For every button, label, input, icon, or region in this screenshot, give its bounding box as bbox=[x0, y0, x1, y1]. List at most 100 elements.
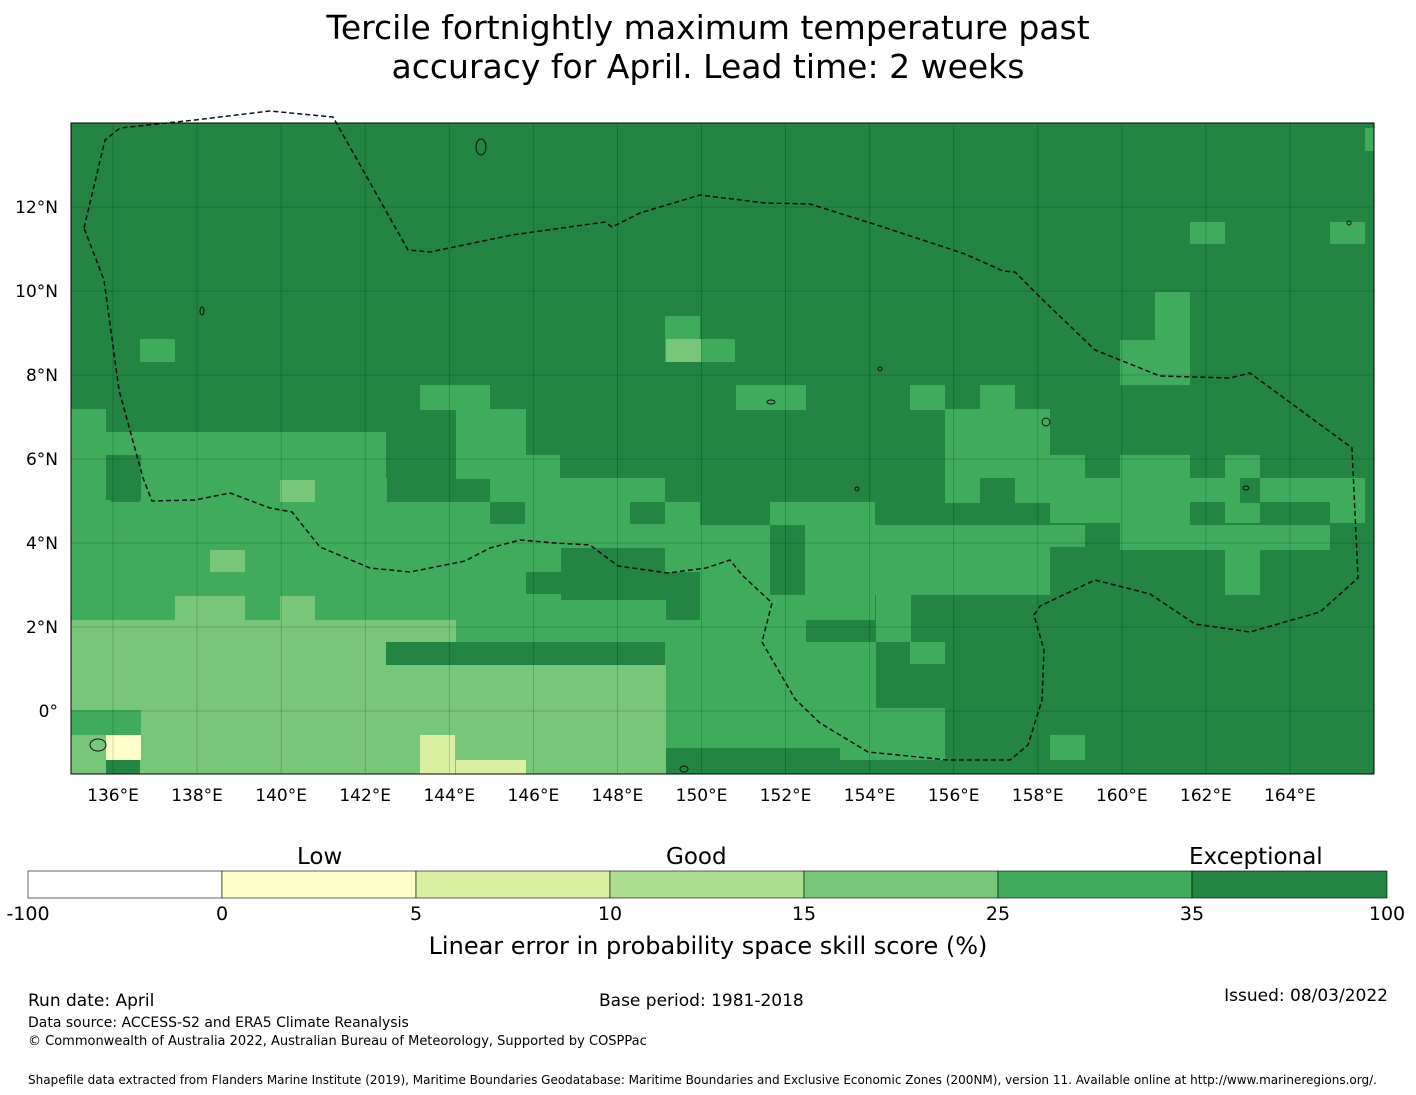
colorbar-segment bbox=[609, 870, 805, 899]
longitude-tick-label: 150°E bbox=[676, 786, 728, 806]
longitude-tick-label: 148°E bbox=[592, 786, 644, 806]
latitude-tick-labels: 12°N 10°N 8°N 6°N 4°N 2°N 0° bbox=[15, 198, 58, 722]
skill-cell-good bbox=[1050, 735, 1085, 760]
map-frame bbox=[70, 122, 1375, 775]
island-outline bbox=[199, 306, 205, 316]
skill-cell-good bbox=[420, 385, 490, 410]
colorbar-category-low: Low bbox=[297, 844, 343, 870]
latitude-tick-label: 2°N bbox=[26, 618, 58, 638]
skill-cell-good bbox=[840, 740, 945, 760]
colorbar-tick: 15 bbox=[791, 903, 817, 925]
skill-cell-exceptional bbox=[526, 572, 561, 594]
skill-cell-good bbox=[876, 620, 911, 642]
skill-cell-good bbox=[1190, 222, 1225, 244]
colorbar-category-exceptional: Exceptional bbox=[1189, 844, 1323, 870]
longitude-tick-label: 144°E bbox=[423, 786, 475, 806]
colorbar-tick: 100 bbox=[1368, 903, 1406, 925]
skill-cell-exceptional bbox=[840, 760, 875, 774]
skill-cell-good bbox=[1330, 222, 1365, 244]
skill-cell-good bbox=[736, 385, 806, 410]
latitude-tick-label: 12°N bbox=[15, 198, 58, 218]
run-date: Run date: April bbox=[28, 991, 155, 1011]
skill-cell-exceptional bbox=[980, 478, 1015, 503]
skill-cell-marginal bbox=[420, 735, 455, 774]
island-outline bbox=[1346, 220, 1352, 226]
skill-cell-good bbox=[71, 710, 141, 735]
skill-cell-good bbox=[140, 339, 175, 362]
longitude-tick-label: 142°E bbox=[339, 786, 391, 806]
skill-cell-good bbox=[1120, 525, 1330, 550]
skill-cell-good bbox=[1225, 550, 1260, 595]
latitude-tick-label: 6°N bbox=[26, 450, 58, 470]
longitude-tick-label: 152°E bbox=[760, 786, 812, 806]
colorbar-tick: -100 bbox=[6, 903, 50, 925]
land-outlines bbox=[89, 138, 1352, 773]
skill-cell-fair bbox=[280, 480, 315, 502]
colorbar-tick: 25 bbox=[985, 903, 1011, 925]
skill-cell-exceptional bbox=[1260, 502, 1330, 524]
latitude-tick-label: 10°N bbox=[15, 282, 58, 302]
colorbar-category-good: Good bbox=[666, 844, 727, 870]
skill-cell-good bbox=[665, 502, 700, 572]
skill-cell-good bbox=[910, 385, 945, 410]
skill-cell-good bbox=[910, 642, 945, 664]
skill-cell-exceptional bbox=[106, 455, 141, 500]
skill-cell-fair bbox=[71, 735, 106, 774]
skill-cell-fair bbox=[140, 708, 666, 774]
skill-cell-good bbox=[1050, 455, 1085, 480]
skill-cell-marginal bbox=[456, 760, 526, 774]
colorbar-segment bbox=[803, 870, 999, 899]
colorbar bbox=[27, 870, 1388, 899]
skill-cell-good bbox=[770, 502, 875, 527]
skill-cell-good bbox=[736, 550, 771, 595]
skill-cell-good bbox=[980, 525, 1085, 547]
colorbar-tick: 35 bbox=[1179, 903, 1205, 925]
skill-cell-good bbox=[1365, 128, 1374, 151]
data-source: Data source: ACCESS-S2 and ERA5 Climate … bbox=[28, 1015, 409, 1031]
longitude-tick-label: 136°E bbox=[87, 786, 139, 806]
skill-cell-exceptional bbox=[490, 502, 525, 524]
skill-cell-exceptional bbox=[1240, 478, 1260, 503]
latitude-tick-label: 4°N bbox=[26, 534, 58, 554]
skill-score-map: 136°E 138°E 140°E 142°E 144°E 146°E 148°E 150°E… bbox=[15, 110, 1375, 806]
issued-date: Issued: 08/03/2022 bbox=[1224, 986, 1388, 1006]
shapefile-credit: Shapefile data extracted from Flanders M… bbox=[28, 1073, 1377, 1087]
longitude-tick-label: 138°E bbox=[171, 786, 223, 806]
base-period: Base period: 1981-2018 bbox=[599, 991, 804, 1011]
skill-cell-fair bbox=[71, 620, 386, 715]
skill-cell-good bbox=[490, 455, 560, 505]
colorbar-tick: 0 bbox=[215, 903, 229, 925]
latitude-tick-label: 8°N bbox=[26, 366, 58, 386]
skill-cell-good bbox=[1120, 340, 1190, 385]
skill-cell-good bbox=[665, 620, 700, 710]
copyright-notice: © Commonwealth of Australia 2022, Austra… bbox=[28, 1034, 647, 1049]
skill-cell-exceptional bbox=[630, 502, 665, 524]
island-outline bbox=[679, 765, 689, 773]
island-outline bbox=[1041, 417, 1051, 427]
graticule bbox=[71, 123, 1374, 774]
island-outline bbox=[877, 366, 883, 372]
skill-cell-exceptional bbox=[770, 525, 805, 595]
longitude-tick-label: 156°E bbox=[928, 786, 980, 806]
skill-cell-fair bbox=[280, 596, 315, 621]
island-outline bbox=[1242, 485, 1250, 491]
colorbar-tick: 5 bbox=[409, 903, 423, 925]
skill-grid-cells bbox=[71, 123, 1374, 774]
skill-cell-good bbox=[945, 525, 980, 550]
skill-cell-exceptional bbox=[806, 620, 876, 642]
colorbar-segment bbox=[1191, 870, 1388, 899]
map-title-line-1: Tercile fortnightly maximum temperature … bbox=[326, 8, 1090, 47]
longitude-tick-labels: 136°E 138°E 140°E 142°E 144°E 146°E 148°E 150°E… bbox=[87, 786, 1316, 806]
colorbar-tick: 10 bbox=[597, 903, 623, 925]
skill-cell-low bbox=[106, 735, 141, 760]
skill-cell-good bbox=[806, 550, 841, 595]
longitude-tick-label: 162°E bbox=[1180, 786, 1232, 806]
longitude-tick-label: 158°E bbox=[1012, 786, 1064, 806]
colorbar-segment bbox=[27, 870, 223, 899]
colorbar-title: Linear error in probability space skill … bbox=[428, 932, 988, 960]
map-title-line-2: accuracy for April. Lead time: 2 weeks bbox=[391, 47, 1025, 86]
longitude-tick-label: 164°E bbox=[1264, 786, 1316, 806]
longitude-tick-label: 154°E bbox=[844, 786, 896, 806]
longitude-tick-label: 160°E bbox=[1096, 786, 1148, 806]
skill-cell-fair bbox=[175, 596, 245, 621]
